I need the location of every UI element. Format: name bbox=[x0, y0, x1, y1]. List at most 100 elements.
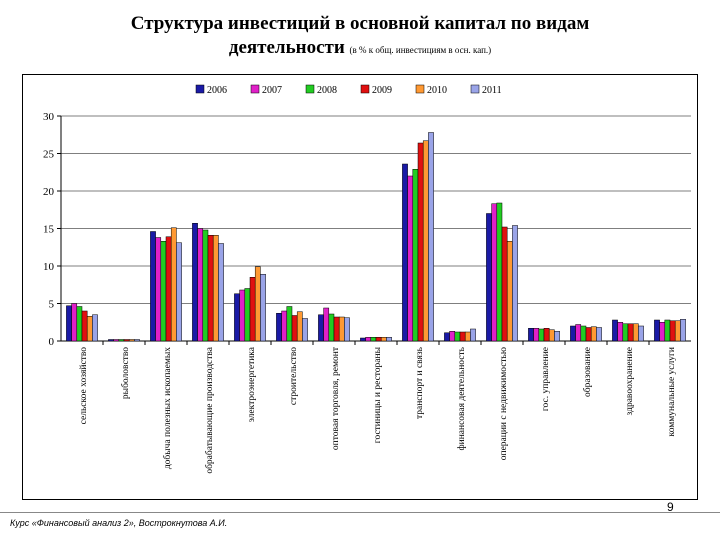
bar-2011-7 bbox=[386, 337, 392, 342]
bar-2011-1 bbox=[134, 339, 140, 342]
bar-2008-14 bbox=[664, 319, 671, 342]
bar-2006-7 bbox=[360, 337, 366, 342]
bar-2006-11 bbox=[528, 328, 534, 342]
category-label-0: сельское хозяйство bbox=[78, 347, 89, 425]
bar-2006-10 bbox=[486, 213, 492, 342]
bar-2006-12 bbox=[570, 325, 576, 342]
bar-2010-13 bbox=[632, 323, 639, 342]
title-line-2: деятельности (в % к общ. инвестициям в о… bbox=[0, 36, 720, 62]
legend-label-2006: 2006 bbox=[207, 85, 227, 96]
bar-2011-10 bbox=[512, 225, 518, 342]
legend-swatch-2008 bbox=[305, 84, 315, 94]
bar-2008-11 bbox=[538, 328, 545, 342]
chart-frame: 0 5 10 15 20 25 30 сельское хозяйство рыболовств… bbox=[22, 74, 698, 500]
category-label-5: строительство bbox=[289, 347, 299, 405]
footer-credit: Курс «Финансовый анализ 2», Вострокнутов… bbox=[10, 518, 228, 528]
bar-2008-9 bbox=[454, 331, 461, 342]
bar-2006-5 bbox=[276, 313, 282, 342]
bar-2010-14 bbox=[674, 320, 681, 342]
bar-2011-11 bbox=[554, 331, 560, 342]
bar-2011-13 bbox=[638, 325, 644, 342]
bar-2006-3 bbox=[192, 223, 198, 342]
bar-2009-6 bbox=[333, 316, 340, 342]
category-label-6: оптовая торговля, ремонт bbox=[331, 346, 341, 450]
bar-2010-2 bbox=[170, 227, 177, 342]
bar-2011-12 bbox=[596, 327, 602, 342]
bar-2007-13 bbox=[617, 322, 624, 342]
bar-2009-2 bbox=[165, 236, 172, 342]
bar-2011-9 bbox=[470, 328, 476, 342]
category-label-1: рыболовство bbox=[120, 347, 131, 399]
category-label-8: транспорт и связь bbox=[415, 346, 425, 419]
bar-2007-1 bbox=[113, 339, 120, 342]
bar-2011-8 bbox=[428, 132, 434, 342]
bar-2009-0 bbox=[81, 310, 88, 342]
bar-2010-10 bbox=[506, 241, 513, 342]
y-tick-label-0: 0 bbox=[49, 336, 55, 348]
bar-2009-12 bbox=[585, 327, 592, 342]
bar-2009-13 bbox=[627, 323, 634, 342]
bar-2010-0 bbox=[86, 316, 93, 342]
bar-2009-11 bbox=[543, 328, 550, 342]
legend-label-2011: 2011 bbox=[482, 85, 502, 96]
bar-2011-0 bbox=[92, 314, 98, 342]
bar-2008-4 bbox=[244, 288, 251, 342]
bar-2009-4 bbox=[249, 277, 256, 342]
bar-2010-9 bbox=[464, 331, 471, 342]
bar-2006-1 bbox=[108, 339, 114, 342]
title-line-2-main: деятельности bbox=[228, 37, 345, 58]
bar-2010-1 bbox=[128, 339, 135, 342]
bar-2009-3 bbox=[207, 235, 214, 342]
category-label-3: обрабатывающие производства bbox=[204, 346, 215, 473]
legend-label-2007: 2007 bbox=[262, 85, 282, 96]
bar-2007-14 bbox=[659, 322, 666, 342]
category-label-10: операции с недвижимостью bbox=[499, 347, 509, 460]
bar-2008-1 bbox=[118, 339, 125, 342]
bar-2006-13 bbox=[612, 319, 618, 342]
y-tick-label-5: 5 bbox=[49, 299, 55, 311]
legend-swatch-2010 bbox=[415, 84, 425, 94]
bar-2008-13 bbox=[622, 323, 629, 342]
bar-2009-8 bbox=[417, 142, 424, 342]
bar-2010-4 bbox=[254, 266, 261, 342]
bar-2006-2 bbox=[150, 231, 156, 342]
legend-label-2010: 2010 bbox=[427, 85, 447, 96]
bar-2009-14 bbox=[669, 320, 676, 342]
category-label-11: гос. управление bbox=[541, 347, 551, 411]
bar-2011-4 bbox=[260, 274, 266, 342]
bar-2007-9 bbox=[449, 331, 456, 342]
bar-2009-5 bbox=[291, 315, 298, 342]
y-tick-label-15: 15 bbox=[43, 224, 55, 236]
bar-2010-3 bbox=[212, 235, 219, 342]
bar-2006-8 bbox=[402, 163, 408, 342]
bar-2011-14 bbox=[680, 319, 686, 342]
bar-2010-12 bbox=[590, 326, 597, 342]
legend-swatch-2007 bbox=[250, 84, 260, 94]
bar-2008-10 bbox=[496, 202, 503, 342]
category-label-14: коммунальные услуги bbox=[667, 347, 677, 436]
bar-2008-6 bbox=[328, 313, 335, 342]
bar-2007-11 bbox=[533, 328, 540, 342]
bar-2008-7 bbox=[370, 337, 377, 342]
bar-2007-12 bbox=[575, 324, 582, 342]
bar-2011-3 bbox=[218, 243, 224, 342]
slide-divider bbox=[0, 512, 720, 513]
legend-label-2009: 2009 bbox=[372, 85, 392, 96]
bar-2006-14 bbox=[654, 319, 660, 342]
bar-2010-8 bbox=[422, 140, 429, 342]
bar-2009-9 bbox=[459, 331, 466, 342]
bar-2010-11 bbox=[548, 329, 555, 342]
bar-2009-10 bbox=[501, 226, 508, 342]
bar-2011-5 bbox=[302, 318, 308, 342]
bar-2008-5 bbox=[286, 306, 293, 342]
category-label-9: финансовая деятельность bbox=[456, 346, 467, 450]
bar-2008-12 bbox=[580, 325, 587, 342]
bar-2007-7 bbox=[365, 337, 372, 342]
bar-2007-0 bbox=[71, 303, 78, 342]
category-label-7: гостиницы и рестораны bbox=[373, 346, 383, 443]
bar-2007-8 bbox=[407, 175, 414, 342]
bar-2007-5 bbox=[281, 310, 288, 342]
bar-2009-1 bbox=[123, 339, 130, 342]
bar-2007-10 bbox=[491, 203, 498, 342]
bar-2010-5 bbox=[296, 311, 303, 342]
